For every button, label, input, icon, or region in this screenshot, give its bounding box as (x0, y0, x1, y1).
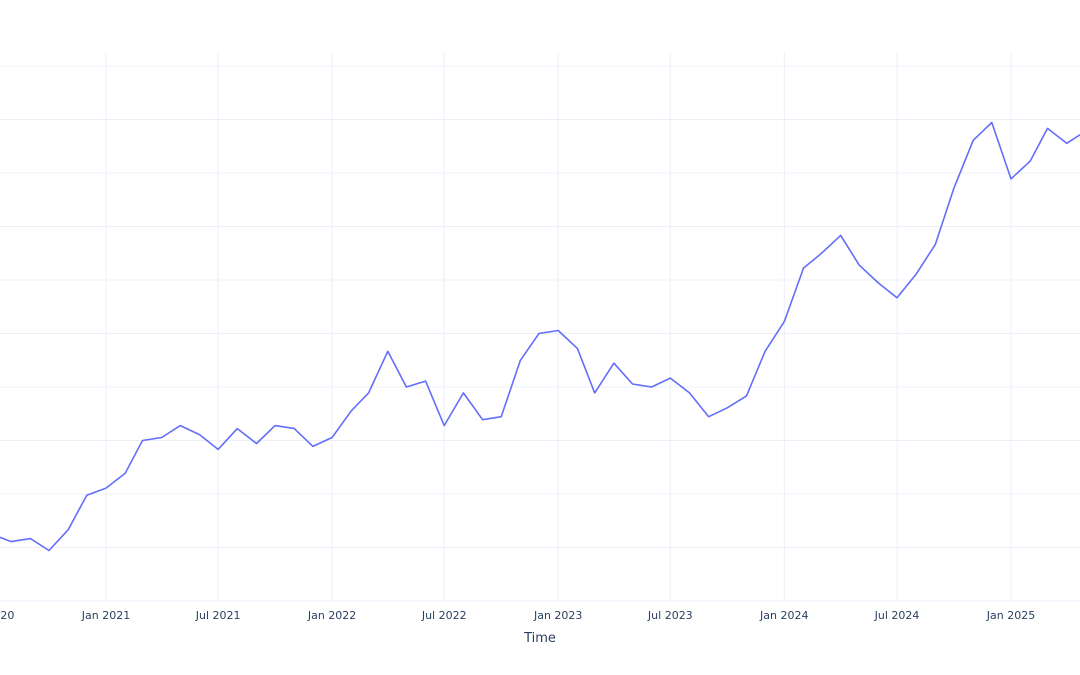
x-axis-title: Time (523, 631, 556, 646)
x-tick-label: Jan 2022 (307, 609, 356, 622)
x-tick-label: Jan 2025 (986, 609, 1035, 622)
x-tick-label: Jul 2021 (195, 609, 241, 622)
x-tick-label: Jul 2024 (874, 609, 920, 622)
x-tick-label: Jan 2021 (81, 609, 130, 622)
x-tick-label: Jul 2022 (421, 609, 467, 622)
x-tick-labels: Jul 2020 Jan 2021 Jul 2021 Jan 2022 Jul 2022… (0, 609, 1035, 622)
series-line (0, 121, 1080, 552)
x-tick-label: Jan 2024 (759, 609, 808, 622)
x-tick-label: Jul 2020 (0, 609, 14, 622)
x-tick-label: Jan 2023 (533, 609, 582, 622)
x-tick-label: Jul 2023 (647, 609, 693, 622)
x-gridlines (105, 52, 1012, 601)
